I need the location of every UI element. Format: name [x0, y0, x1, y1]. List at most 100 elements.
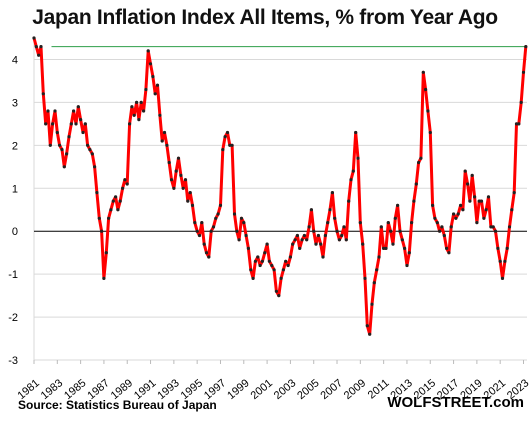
data-point: [428, 130, 432, 135]
data-point: [300, 238, 304, 242]
data-point: [137, 118, 141, 122]
x-tick-label: 2001: [249, 377, 275, 402]
data-point: [319, 242, 323, 246]
data-point: [407, 251, 411, 255]
y-tick-label: 0: [12, 226, 18, 238]
data-point: [216, 212, 220, 216]
data-point: [48, 143, 52, 147]
data-point: [272, 268, 276, 272]
data-point: [144, 87, 148, 92]
data-point: [58, 143, 62, 147]
data-point: [417, 160, 421, 165]
data-point: [239, 216, 244, 220]
data-point: [253, 259, 257, 263]
data-point: [466, 182, 470, 186]
data-point: [440, 225, 444, 229]
data-point: [174, 169, 178, 173]
data-point: [37, 53, 41, 57]
data-point: [79, 118, 83, 122]
data-point: [218, 203, 223, 207]
data-point: [121, 186, 125, 190]
data-point: [452, 212, 456, 216]
data-point: [356, 156, 360, 160]
data-point: [114, 195, 118, 199]
data-point: [179, 173, 183, 177]
data-point: [90, 152, 94, 156]
y-tick-label: -2: [8, 312, 18, 324]
data-point: [372, 281, 376, 285]
data-point: [333, 216, 337, 220]
data-point: [414, 182, 418, 186]
data-point: [279, 276, 283, 280]
data-point: [200, 221, 204, 225]
data-point: [88, 148, 92, 152]
data-point: [507, 225, 512, 229]
data-point: [169, 178, 174, 182]
data-point: [375, 268, 379, 272]
data-point: [514, 122, 519, 126]
data-point: [463, 169, 467, 173]
data-point: [183, 178, 188, 182]
data-point: [459, 203, 463, 207]
data-point: [72, 109, 76, 113]
data-point: [489, 225, 493, 229]
data-point: [160, 139, 164, 143]
data-point: [486, 195, 491, 199]
data-point: [195, 229, 199, 233]
data-point: [384, 246, 388, 250]
data-point: [293, 238, 297, 242]
y-tick-label: 4: [12, 54, 18, 66]
data-point: [128, 122, 132, 126]
data-point: [62, 165, 66, 169]
data-point: [379, 225, 383, 229]
data-point: [81, 130, 85, 135]
data-point: [83, 122, 87, 126]
data-point: [162, 130, 167, 135]
data-point: [321, 255, 325, 259]
data-point: [412, 199, 416, 203]
data-point: [447, 251, 451, 255]
data-point: [517, 122, 521, 126]
data-point: [456, 212, 460, 216]
data-point: [400, 238, 404, 242]
data-point: [309, 208, 313, 212]
data-point: [479, 199, 484, 203]
data-point: [449, 225, 453, 229]
data-point: [323, 233, 327, 238]
data-point: [377, 255, 381, 259]
data-point: [295, 233, 299, 238]
data-point: [223, 135, 227, 139]
data-point: [76, 105, 80, 109]
data-point: [505, 246, 509, 250]
data-point: [503, 259, 507, 263]
y-tick-label: -1: [8, 269, 18, 281]
data-point: [102, 276, 106, 280]
y-tick-label: 1: [12, 183, 18, 195]
data-point: [146, 49, 150, 53]
data-point: [512, 191, 516, 195]
data-point: [69, 122, 73, 126]
data-point: [211, 225, 216, 229]
data-point: [391, 242, 395, 246]
data-point: [265, 242, 269, 246]
data-point: [335, 229, 339, 233]
data-point: [298, 246, 302, 250]
data-point: [316, 233, 320, 238]
data-point: [340, 233, 344, 238]
data-point: [207, 255, 211, 259]
data-point: [342, 225, 346, 229]
data-point: [442, 233, 446, 238]
data-point: [524, 45, 528, 49]
data-point: [288, 255, 292, 259]
data-point: [267, 259, 271, 263]
data-point: [445, 246, 449, 250]
data-point: [46, 109, 50, 113]
data-point: [403, 246, 407, 250]
data-point: [130, 105, 134, 109]
data-point: [368, 332, 372, 336]
data-point: [260, 259, 264, 263]
data-point: [202, 242, 206, 246]
data-point: [221, 148, 225, 152]
data-point: [433, 216, 437, 220]
data-point: [398, 229, 402, 233]
